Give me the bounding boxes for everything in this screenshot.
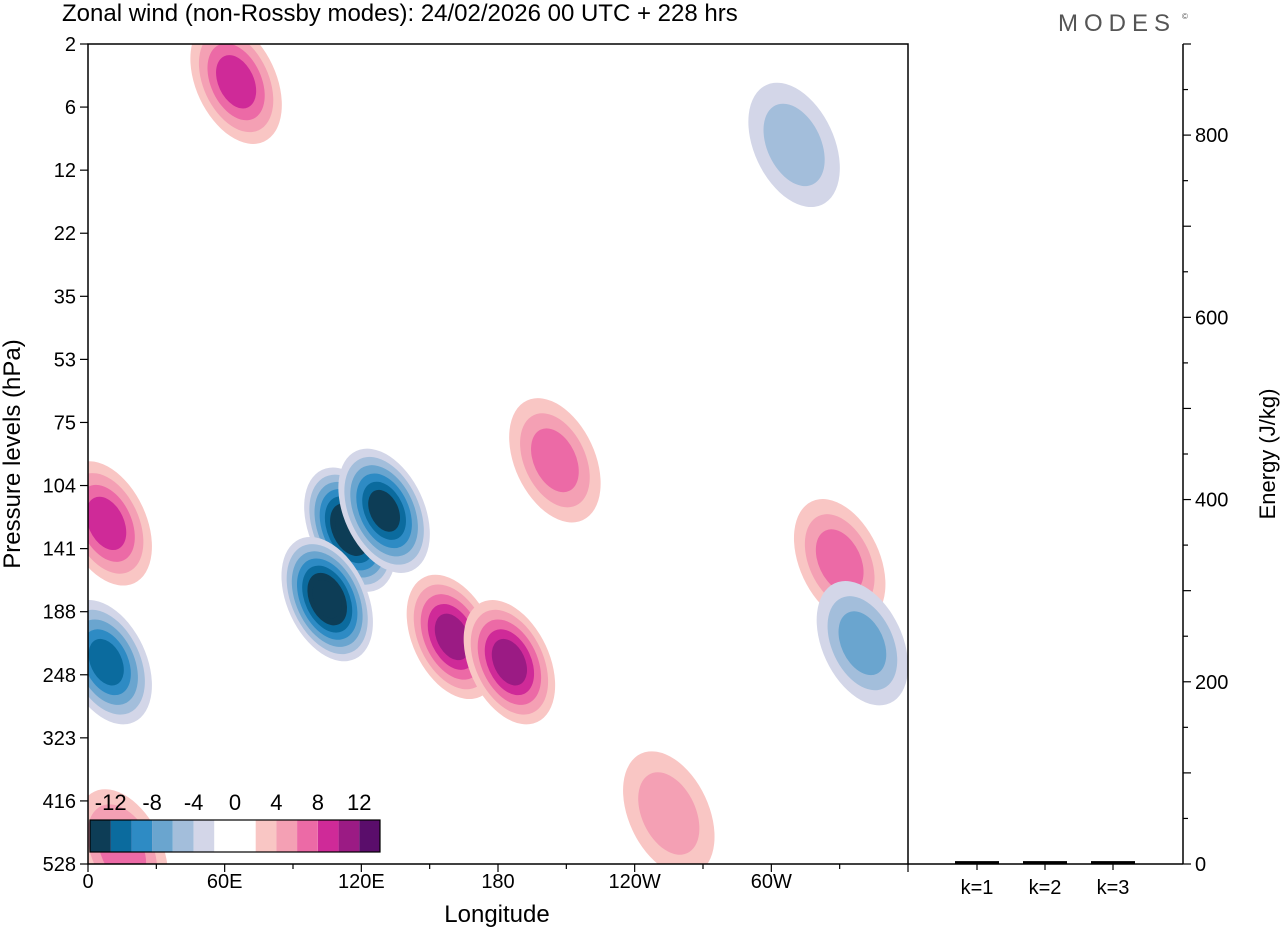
y-tick-label: 323 — [43, 728, 76, 750]
energy-bar — [1023, 861, 1067, 864]
colorbar-cell — [193, 820, 215, 852]
y-tick-label: 35 — [54, 286, 76, 308]
colorbar-cell — [359, 820, 381, 852]
colorbar-label: -12 — [95, 790, 127, 815]
brand-logo: MODES — [1058, 10, 1177, 37]
y-tick-label: 6 — [65, 97, 76, 119]
colorbar-cell — [90, 820, 111, 852]
field-contour — [815, 529, 864, 594]
x-tick-label: 180 — [481, 871, 514, 893]
colorbar-cell — [214, 820, 236, 852]
x-tick-label: 60W — [751, 871, 792, 893]
x-axis-label: Longitude — [444, 901, 549, 928]
field-contour — [838, 611, 887, 676]
y-tick-label: 104 — [43, 476, 76, 498]
colorbar-cell — [110, 820, 132, 852]
colorbar-cell — [235, 820, 256, 852]
y-tick-label: 528 — [43, 854, 76, 876]
energy-bar — [955, 861, 999, 864]
field-contour — [531, 428, 579, 493]
energy-tick-label: 800 — [1195, 125, 1228, 147]
y-tick-label: 22 — [54, 223, 76, 245]
field-contour — [216, 55, 257, 109]
colorbar-cell — [297, 820, 318, 852]
energy-tick-label: 400 — [1195, 490, 1228, 512]
energy-category-label: k=2 — [1029, 877, 1062, 899]
x-tick-label: 0 — [82, 871, 93, 893]
colorbar: -12 -8 -4 0 4 8 12 — [89, 790, 381, 853]
wind-field — [88, 44, 908, 864]
x-ticks: 0 60E 120E 180 120W 60W — [82, 864, 909, 893]
energy-category-label: k=1 — [961, 877, 994, 899]
colorbar-label: 8 — [312, 790, 324, 815]
colorbar-cell — [338, 820, 360, 852]
x-tick-label: 60E — [207, 871, 243, 893]
field-contour — [491, 638, 528, 686]
x-tick-label: 120W — [609, 871, 661, 893]
colorbar-label: 12 — [347, 790, 371, 815]
colorbar-cell — [172, 820, 194, 852]
field-contour — [88, 496, 127, 551]
colorbar-frame — [89, 819, 381, 853]
chart-title: Zonal wind (non-Rossby modes): 24/02/202… — [62, 0, 738, 27]
brand-copyright-mark: © — [1182, 12, 1188, 21]
energy-bar — [1091, 861, 1135, 864]
y-tick-label: 53 — [54, 349, 76, 371]
colorbar-cell — [276, 820, 298, 852]
y-axis-label: Pressure levels (hPa) — [0, 339, 26, 568]
y-tick-label: 2 — [65, 34, 76, 56]
colorbar-cell — [152, 820, 173, 852]
energy-category-label: k=3 — [1097, 877, 1130, 899]
field-contour — [312, 579, 342, 619]
y-tick-label: 416 — [43, 791, 76, 813]
field-contour — [434, 613, 471, 661]
field-contour — [88, 638, 124, 686]
energy-tick-label: 200 — [1195, 672, 1228, 694]
colorbar-cell — [255, 820, 277, 852]
colorbar-label: -8 — [142, 790, 162, 815]
field-contour — [638, 772, 700, 855]
field-contour — [368, 489, 401, 532]
y-ticks: 2 6 12 22 35 53 75 104 141 188 248 323 416 528 — [43, 34, 88, 876]
colorbar-cell — [131, 820, 153, 852]
energy-ticks: 0 200 400 600 800 — [1183, 43, 1228, 876]
energy-bars: k=1 k=2 k=3 — [955, 861, 1135, 899]
x-tick-label: 120E — [338, 871, 385, 893]
y-tick-label: 75 — [54, 412, 76, 434]
colorbar-label: 0 — [229, 790, 241, 815]
energy-tick-label: 0 — [1195, 854, 1206, 876]
y-tick-label: 188 — [43, 602, 76, 624]
y-tick-label: 248 — [43, 665, 76, 687]
colorbar-cell — [317, 820, 339, 852]
energy-axis-label: Energy (J/kg) — [1255, 389, 1280, 520]
field-contour — [763, 103, 825, 187]
energy-tick-label: 600 — [1195, 307, 1228, 329]
colorbar-label: 4 — [270, 790, 282, 815]
y-tick-label: 141 — [43, 539, 76, 561]
y-tick-label: 12 — [54, 160, 76, 182]
colorbar-label: -4 — [184, 790, 204, 815]
